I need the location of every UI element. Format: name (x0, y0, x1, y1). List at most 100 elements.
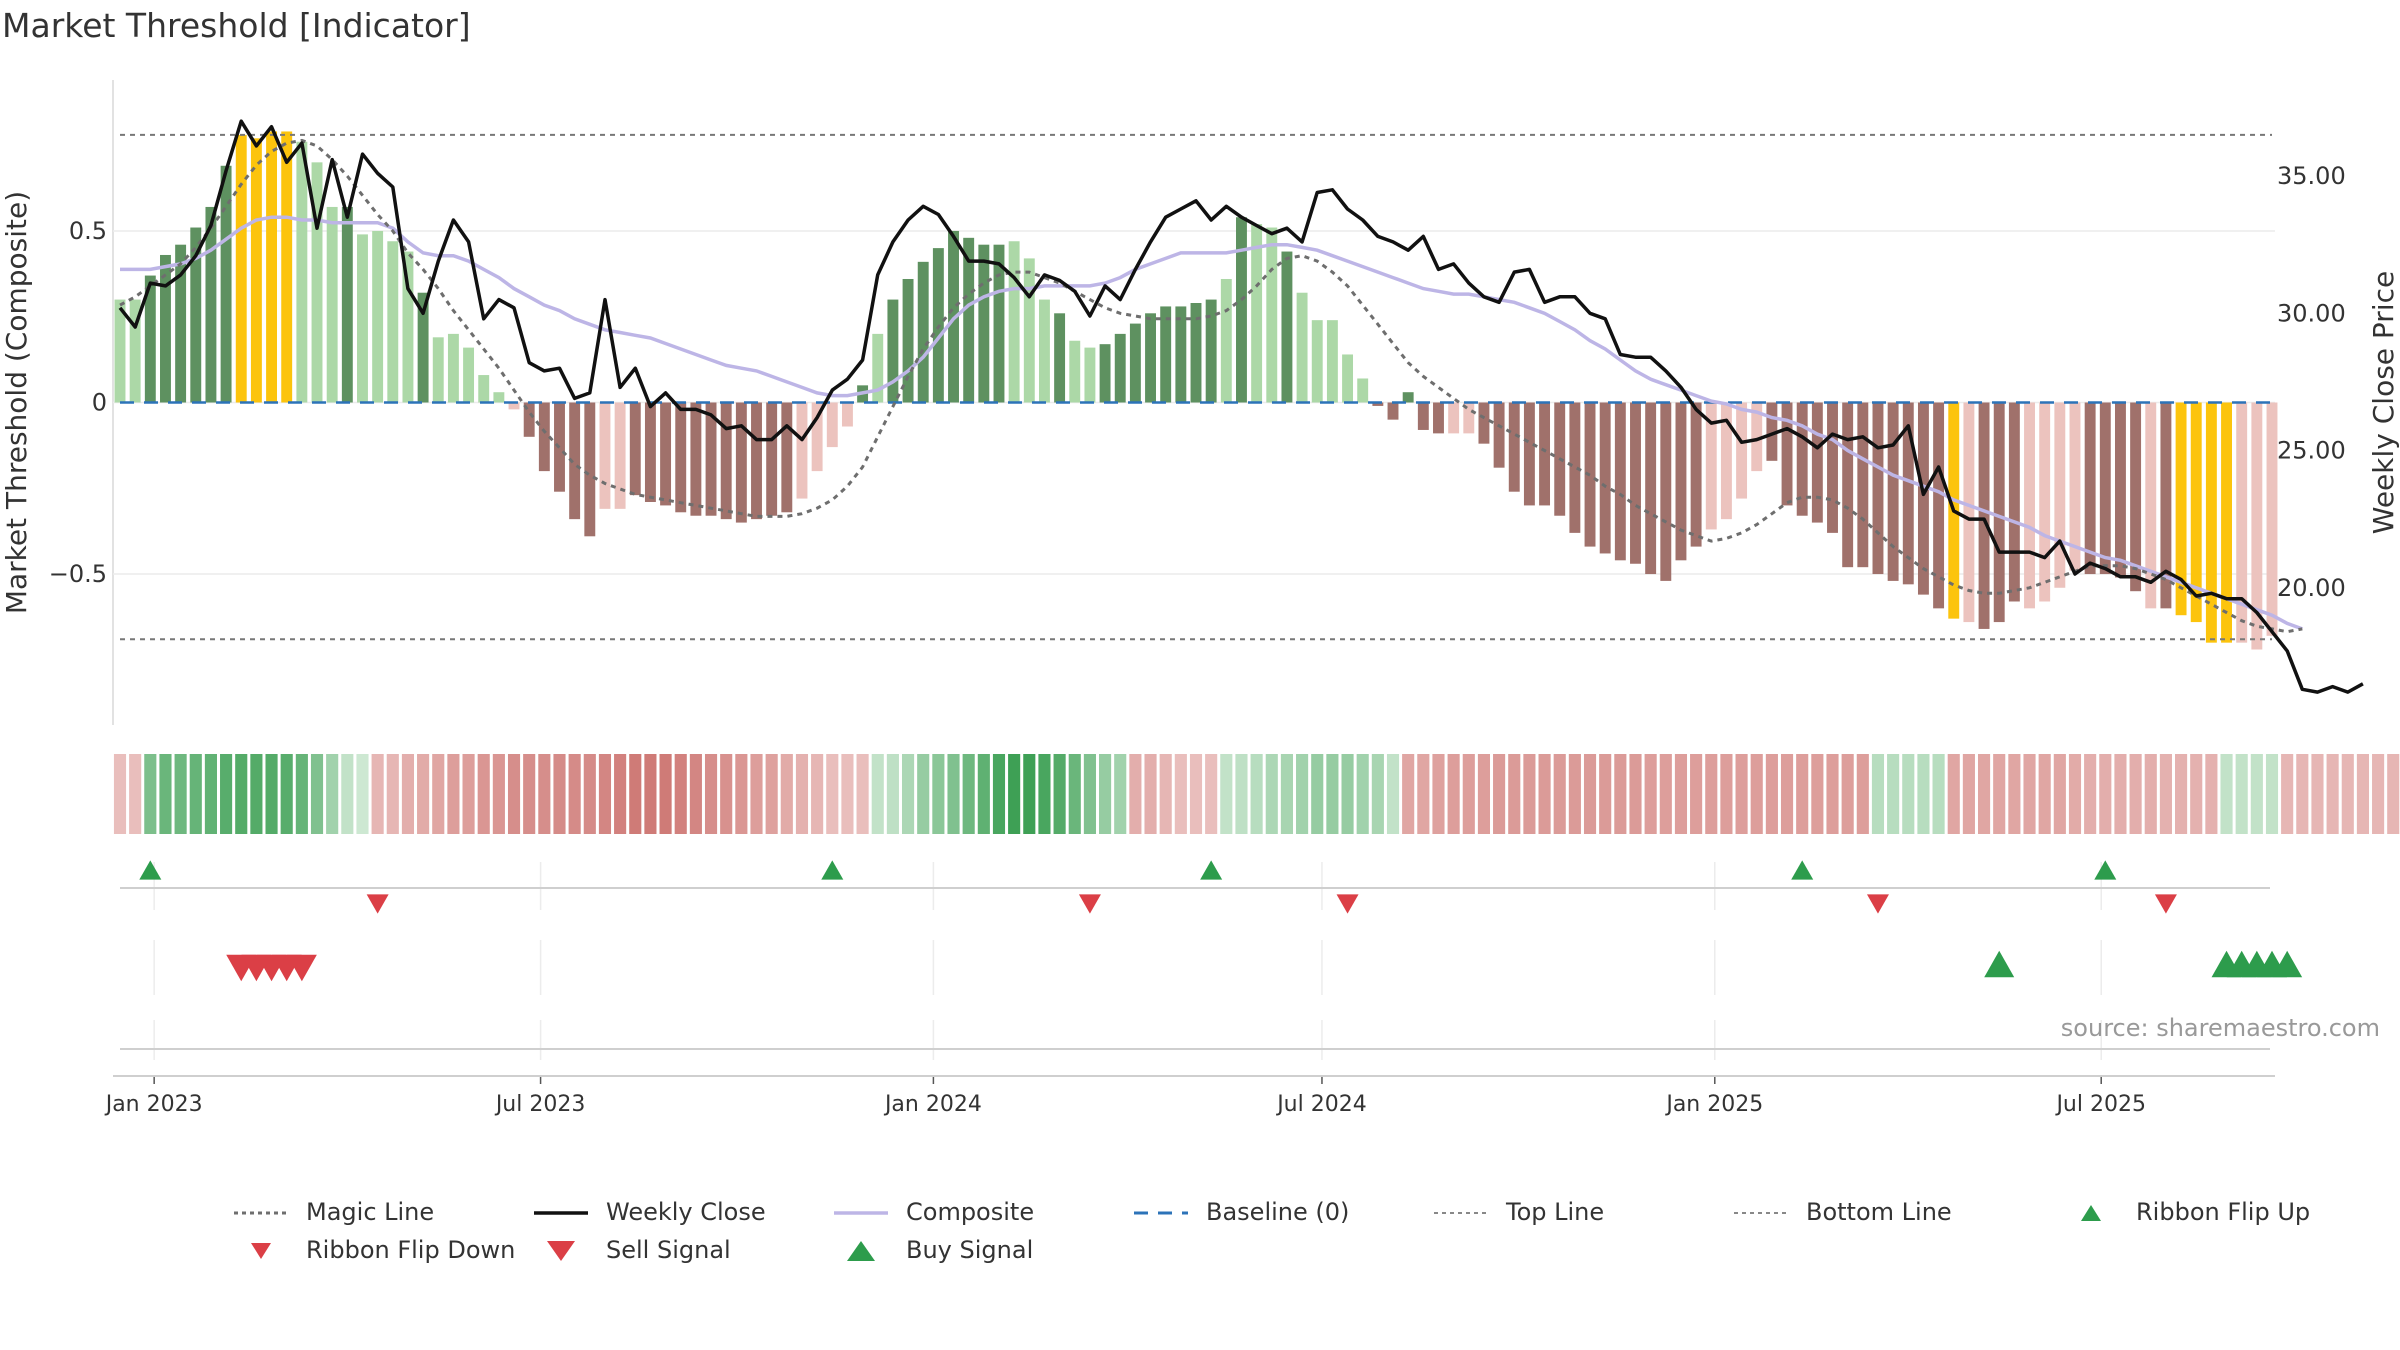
ribbon-cell (1265, 754, 1278, 834)
ribbon-cell (1296, 754, 1309, 834)
ribbon-cell (341, 754, 354, 834)
ribbon-cell (689, 754, 702, 834)
ribbon-cell (735, 754, 748, 834)
ribbon-cell (553, 754, 566, 834)
composite-bar (2175, 402, 2187, 616)
composite-bar (1084, 347, 1096, 403)
composite-bar (1599, 402, 1611, 554)
legend-item: Top Line (1430, 1198, 1604, 1226)
composite-bar (2160, 402, 2172, 609)
ribbon-cell (659, 754, 672, 834)
ribbon-cell (1144, 754, 1157, 834)
ribbon-cell (1038, 754, 1051, 834)
composite-bar (1357, 378, 1369, 403)
legend-marker-icon (251, 1243, 271, 1259)
ribbon-cell (2053, 754, 2066, 834)
composite-bar (250, 138, 262, 403)
composite-bar (1251, 224, 1263, 403)
ribbon-cell (2265, 754, 2279, 834)
ribbon-cell (1432, 754, 1445, 834)
composite-bar (190, 227, 202, 403)
composite-bar (1145, 313, 1156, 403)
composite-bar (220, 165, 232, 403)
composite-bar (569, 402, 581, 520)
ribbon-cell (1644, 754, 1657, 834)
ribbon-cell (750, 754, 763, 834)
ribbon-cell (1159, 754, 1172, 834)
ribbon-flip-down-marker (2154, 894, 2177, 914)
legend-item: Baseline (0) (1130, 1198, 1349, 1226)
ribbon-cell (2220, 754, 2233, 834)
composite-bar (660, 402, 672, 506)
composite-bar (1190, 303, 1202, 403)
legend-item: Magic Line (230, 1198, 434, 1226)
ribbon-cell (780, 754, 793, 834)
ribbon-cell (507, 754, 521, 834)
composite-bar (1645, 402, 1657, 575)
composite-bar (1781, 402, 1793, 506)
ribbon-cell (1659, 754, 1672, 834)
ribbon-cell (2235, 754, 2248, 834)
composite-bar (311, 162, 323, 403)
ribbon-cell (220, 754, 233, 834)
ribbon-cell (1114, 754, 1127, 834)
ribbon-cell (1826, 754, 1839, 834)
ribbon-cell (2326, 754, 2339, 834)
composite-bar (872, 333, 884, 403)
composite-bar (1372, 402, 1384, 406)
composite-bar (1978, 402, 1990, 629)
ribbon-cell (310, 754, 324, 834)
composite-bar (175, 244, 187, 403)
composite-bar (1493, 402, 1505, 468)
ribbon-cell (1705, 754, 1718, 834)
composite-bar (1614, 402, 1626, 561)
chart-title: Market Threshold [Indicator] (2, 6, 471, 45)
composite-bar (1296, 292, 1308, 403)
composite-bar (1038, 299, 1050, 403)
ribbon-cell (401, 754, 415, 834)
composite-bar (508, 402, 520, 410)
ribbon-cell (1371, 754, 1384, 834)
composite-bar (1857, 402, 1869, 568)
ribbon-cell (568, 754, 581, 834)
ribbon-cell (265, 754, 278, 834)
ribbon-cell (644, 754, 657, 834)
right-tick-label: 35.00 (2277, 162, 2346, 190)
composite-bar (1660, 402, 1672, 581)
ribbon-cell (1765, 754, 1778, 834)
composite-bar (720, 402, 732, 520)
composite-bar (963, 237, 975, 403)
composite-bar (1963, 402, 1975, 623)
ribbon-cell (326, 754, 339, 834)
composite-bar (235, 134, 247, 403)
composite-bar (1720, 402, 1732, 520)
legend-item: Ribbon Flip Up (2060, 1198, 2310, 1226)
ribbon-cell (1629, 754, 1642, 834)
ribbon-cell (2311, 754, 2324, 834)
right-tick-label: 30.00 (2277, 299, 2346, 327)
composite-bar (2054, 402, 2066, 588)
composite-bar (1463, 402, 1475, 434)
ribbon-cell (1583, 754, 1597, 834)
ribbon-cell (1568, 754, 1581, 834)
ribbon-cell (280, 754, 293, 834)
ribbon-cell (947, 754, 960, 834)
ribbon-cell (1690, 754, 1703, 834)
legend-marker-icon (834, 1211, 888, 1215)
composite-bar (341, 206, 353, 403)
ribbon-flip-down-marker (366, 894, 389, 914)
composite-bar (493, 392, 505, 403)
ribbon-cell (2129, 754, 2142, 834)
composite-bar (1675, 402, 1687, 561)
composite-bar (1236, 217, 1247, 403)
ribbon-cell (901, 754, 915, 834)
legend-label: Top Line (1506, 1198, 1605, 1226)
composite-bar (417, 292, 429, 403)
ribbon-cell (1871, 754, 1885, 834)
ribbon-cell (2038, 754, 2051, 834)
ribbon-cell (2205, 754, 2218, 834)
ribbon-cell (1326, 754, 1339, 834)
ribbon-cell (1189, 754, 1203, 834)
left-axis-label: Market Threshold (Composite) (0, 191, 33, 614)
